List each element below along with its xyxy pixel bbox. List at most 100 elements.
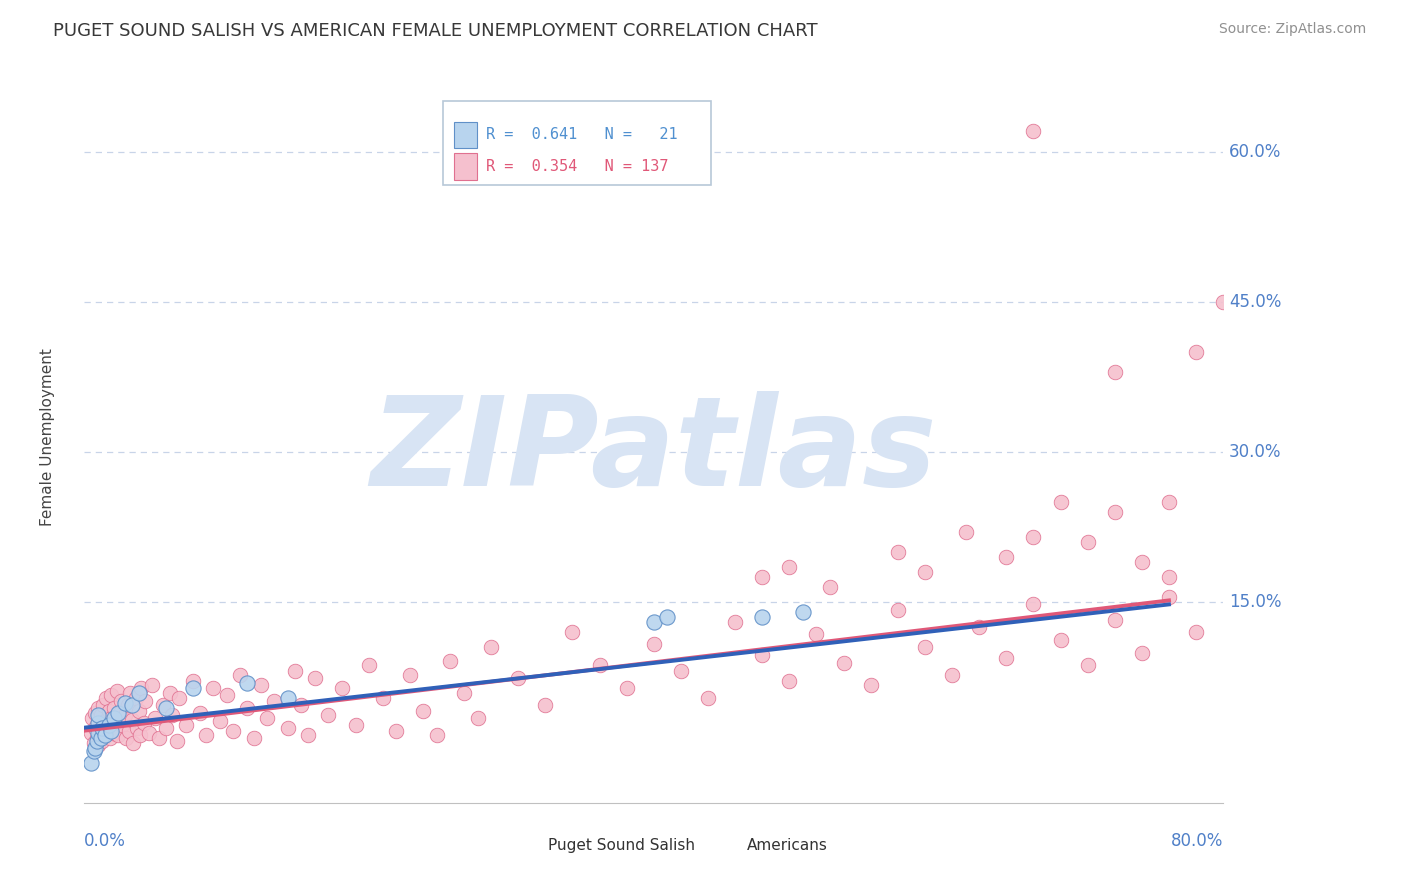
Point (778, 560, 800, 574)
Point (104, 715, 127, 730)
Point (87, 725, 110, 739)
Point (229, 667, 252, 681)
Point (87, 715, 110, 730)
Text: 80.0%: 80.0% (1171, 832, 1223, 850)
Point (792, 606, 814, 620)
Point (1185, 345, 1208, 359)
Point (818, 580, 841, 594)
Point (114, 696, 136, 710)
Point (249, 677, 271, 691)
Point (778, 673, 800, 688)
Point (148, 731, 170, 745)
Point (657, 610, 679, 624)
Point (1157, 570, 1180, 584)
Point (697, 690, 720, 705)
Point (93, 728, 115, 742)
Text: Puget Sound Salish: Puget Sound Salish (548, 838, 695, 854)
Text: Female Unemployment: Female Unemployment (41, 348, 55, 526)
Point (141, 677, 163, 691)
Point (121, 698, 143, 712)
Point (174, 717, 197, 731)
Point (89, 723, 111, 738)
Point (344, 717, 367, 731)
Point (90, 707, 112, 722)
Point (995, 550, 1018, 565)
Point (169, 690, 191, 705)
Point (887, 545, 910, 559)
Point (107, 706, 129, 720)
Point (100, 723, 122, 738)
Point (724, 615, 747, 630)
Point (97, 704, 120, 718)
Point (181, 673, 204, 688)
Point (1022, 124, 1045, 138)
Point (751, 610, 773, 624)
Point (93, 698, 115, 712)
Point (859, 677, 882, 691)
Point (86, 731, 108, 745)
Point (80, 725, 103, 739)
Bar (717, 836, 741, 856)
Point (995, 650, 1018, 665)
Point (111, 717, 134, 731)
Point (82, 711, 104, 725)
Point (122, 736, 145, 750)
Point (93, 714, 115, 728)
Point (588, 657, 610, 672)
Point (134, 693, 156, 707)
Text: 0.0%: 0.0% (84, 832, 127, 850)
Point (1022, 530, 1045, 544)
Point (398, 667, 420, 681)
Point (1130, 646, 1153, 660)
Point (118, 723, 141, 738)
Point (97, 717, 120, 731)
Point (1130, 555, 1153, 569)
Point (669, 664, 692, 678)
Point (243, 731, 266, 745)
Point (84, 706, 107, 720)
Bar (454, 122, 477, 148)
Point (208, 714, 231, 728)
Point (107, 728, 129, 742)
Point (371, 690, 394, 705)
Point (467, 711, 489, 725)
Text: 60.0%: 60.0% (1229, 143, 1281, 161)
Point (1049, 495, 1071, 509)
Point (100, 711, 122, 725)
Point (159, 685, 181, 699)
Point (80, 756, 103, 770)
Point (887, 603, 910, 617)
Point (108, 706, 131, 720)
Point (914, 566, 936, 580)
Point (129, 728, 152, 742)
Point (84, 740, 107, 755)
Point (806, 627, 828, 641)
Point (94, 690, 117, 705)
Point (103, 700, 125, 714)
Text: R =  0.354   N = 137: R = 0.354 N = 137 (486, 159, 669, 174)
Point (87, 707, 110, 722)
Point (87, 700, 110, 714)
Point (534, 698, 557, 712)
Point (86, 733, 108, 747)
Point (439, 653, 461, 667)
Point (91, 733, 114, 747)
Text: PUGET SOUND SALISH VS AMERICAN FEMALE UNEMPLOYMENT CORRELATION CHART: PUGET SOUND SALISH VS AMERICAN FEMALE UN… (53, 22, 818, 40)
Point (941, 667, 963, 681)
Point (188, 706, 211, 720)
Point (318, 707, 340, 722)
Point (426, 728, 449, 742)
Point (914, 640, 936, 655)
Point (453, 685, 475, 699)
Point (561, 625, 583, 640)
Point (93, 728, 115, 742)
Point (128, 704, 150, 718)
Point (955, 525, 977, 540)
Point (1022, 598, 1045, 612)
Text: 15.0%: 15.0% (1229, 593, 1281, 611)
Point (1049, 633, 1071, 648)
Point (115, 731, 138, 745)
Point (832, 656, 855, 670)
Point (125, 690, 148, 705)
Point (967, 620, 990, 634)
